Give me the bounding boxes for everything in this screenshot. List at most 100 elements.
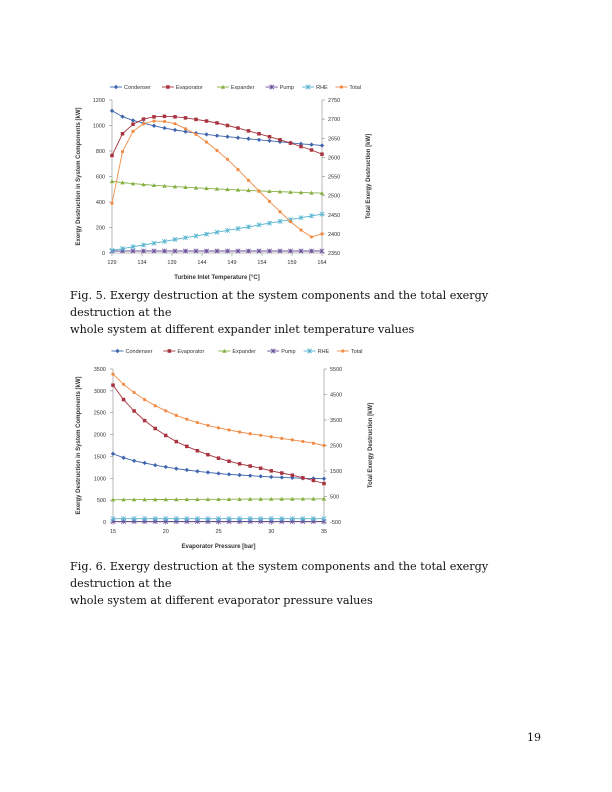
data-point (259, 433, 263, 437)
data-point (226, 497, 232, 501)
data-point (194, 132, 198, 137)
data-point (301, 476, 305, 480)
data-point (225, 248, 230, 254)
data-point (163, 497, 168, 502)
data-point (194, 117, 198, 122)
y-tick-label: 1500 (94, 454, 106, 460)
data-point (152, 516, 158, 522)
data-point (214, 186, 220, 191)
data-point (151, 248, 157, 254)
chart-fig6: 15 20 25 30 35 0 500 1000 1500 2000 2500 3000 3500 -5… (76, 348, 374, 550)
data-point (298, 248, 304, 254)
legend-label: Evaporator (176, 85, 203, 91)
data-point (214, 248, 220, 254)
x-tick-label: 15 (110, 529, 116, 535)
data-point (321, 516, 327, 522)
legend-label: RHE (316, 85, 328, 91)
x-tick-label: 25 (215, 529, 221, 535)
y-tick-label: 2500 (94, 411, 106, 417)
data-point (131, 516, 137, 522)
data-point (111, 372, 115, 376)
data-point (277, 218, 283, 224)
x-axis-label: Evaporator Pressure [bar] (181, 544, 255, 550)
data-point (309, 213, 314, 219)
data-point (216, 426, 221, 430)
data-point (162, 125, 167, 131)
legend-label: Pump (281, 349, 295, 355)
y-tick-label: 500 (97, 498, 106, 504)
data-point (300, 516, 306, 522)
data-point (321, 496, 327, 501)
data-point (183, 185, 188, 189)
data-point (309, 190, 314, 195)
data-point (110, 516, 116, 522)
data-point (319, 190, 325, 195)
data-point (183, 248, 188, 254)
data-point (113, 84, 119, 90)
data-point (215, 148, 219, 153)
data-point (205, 516, 211, 522)
data-point (257, 189, 261, 193)
x-tick-label: 154 (257, 260, 266, 266)
data-point (235, 248, 241, 254)
data-point (111, 383, 115, 387)
data-point (164, 409, 168, 413)
data-point (268, 516, 274, 522)
legend-label: Condenser (124, 85, 151, 91)
data-point (195, 497, 200, 502)
data-point (269, 474, 274, 480)
data-point (322, 443, 326, 448)
data-point (153, 404, 157, 408)
data-point (311, 478, 316, 483)
legend-label: Pump (280, 85, 294, 91)
data-point (279, 475, 284, 480)
y-tick-label: 600 (96, 175, 105, 181)
data-point (195, 420, 199, 425)
data-point (162, 238, 167, 244)
data-point (299, 228, 303, 232)
data-point (216, 516, 221, 522)
legend-label: RHE (318, 349, 330, 355)
data-point (167, 349, 172, 353)
data-point (267, 189, 272, 194)
data-point (120, 114, 125, 119)
y-tick-label: 1000 (94, 476, 106, 482)
legend-label: Total (351, 349, 363, 355)
data-point (237, 472, 242, 478)
data-point (278, 210, 282, 214)
data-point (141, 122, 146, 126)
legend-label: Total (349, 85, 361, 91)
series-line-total (112, 373, 325, 446)
figure-6-caption: Fig. 6. Exergy destruction at the system… (70, 558, 550, 609)
y-tick-label: 800 (96, 149, 105, 155)
y2-tick-label: 500 (330, 495, 339, 501)
data-point (319, 248, 325, 254)
data-point (109, 108, 115, 114)
y-tick-label: 0 (102, 251, 105, 257)
caption-line: whole system at different expander inlet… (70, 323, 415, 336)
y2-tick-label: 2400 (328, 232, 340, 238)
y-axis-label: Exergy Destruction in System Components … (76, 107, 82, 245)
data-point (256, 137, 262, 142)
data-point (142, 516, 148, 522)
data-point (110, 451, 116, 457)
data-point (225, 227, 230, 233)
data-point (225, 134, 230, 139)
data-point (288, 248, 293, 254)
data-point (206, 452, 210, 457)
data-point (225, 157, 230, 161)
data-point (267, 138, 272, 143)
data-point (227, 428, 231, 432)
data-point (131, 122, 135, 126)
data-point (246, 129, 251, 133)
data-point (130, 181, 136, 186)
data-point (152, 119, 156, 123)
data-point (247, 473, 253, 478)
data-point (130, 244, 136, 250)
data-point (110, 153, 114, 158)
data-point (214, 133, 220, 138)
legend-label: Evaporator (177, 349, 204, 355)
data-point (163, 433, 168, 438)
data-point (205, 470, 211, 475)
data-point (185, 417, 189, 421)
